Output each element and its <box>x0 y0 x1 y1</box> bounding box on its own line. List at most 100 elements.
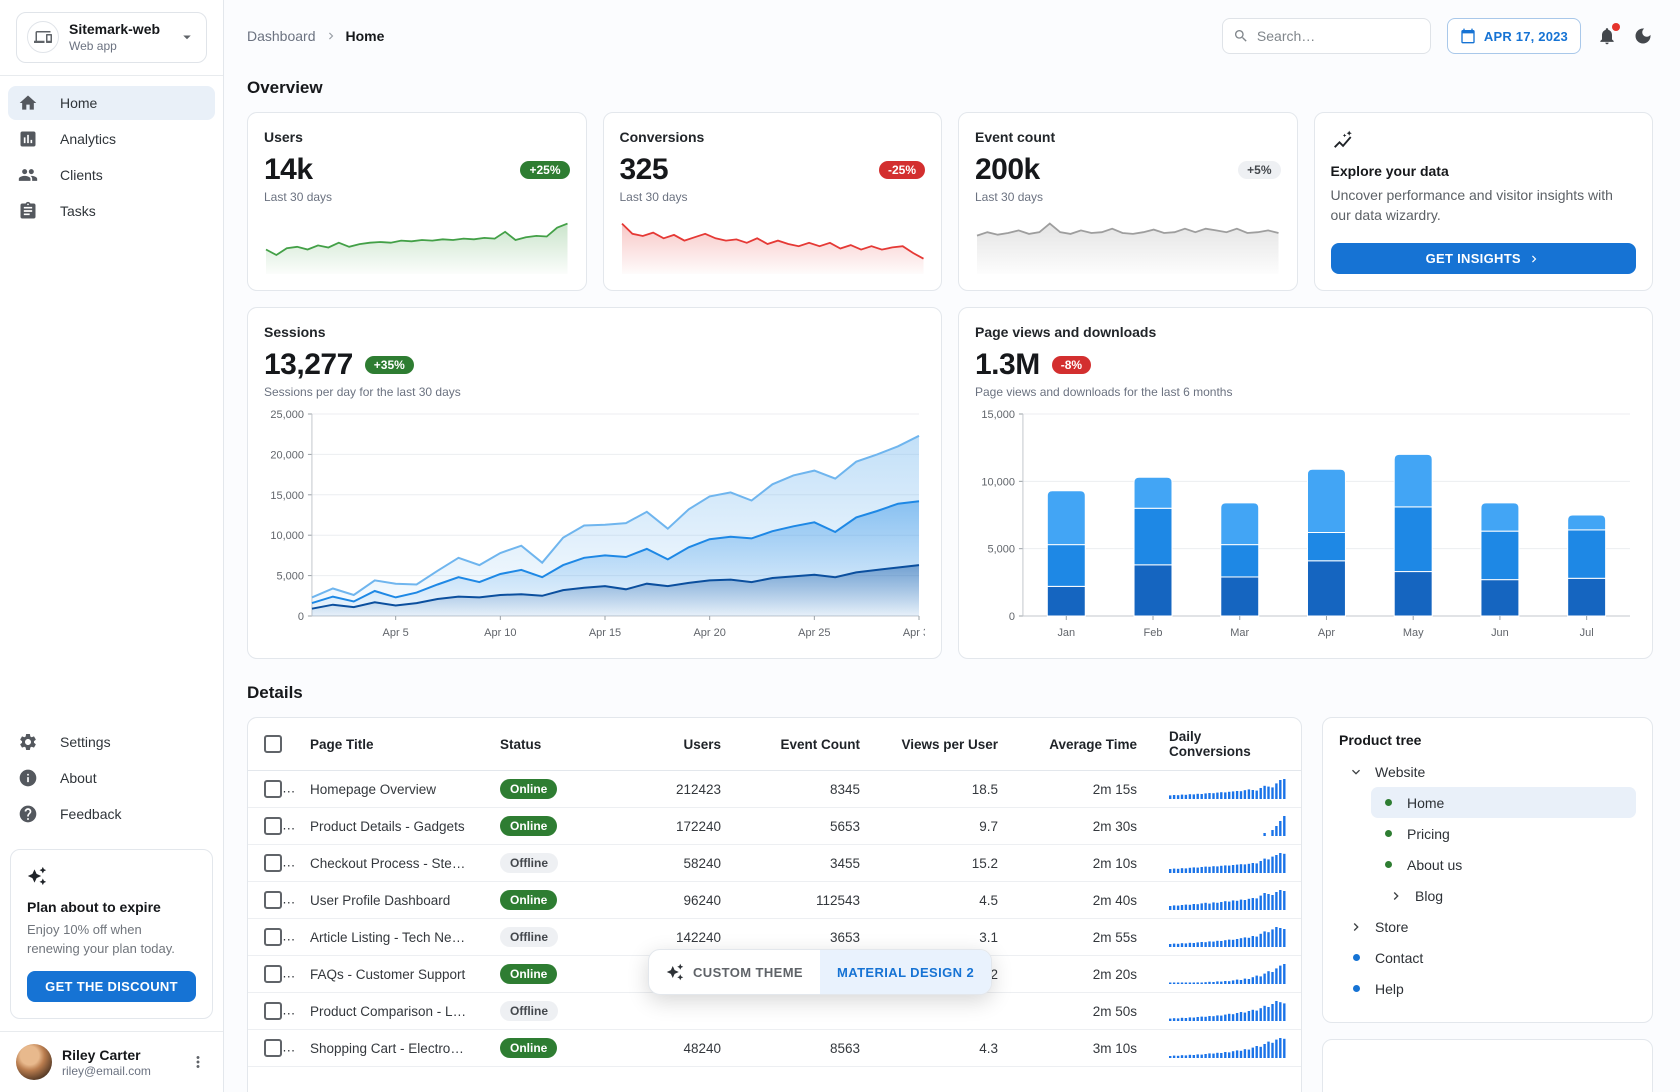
tree-item-help[interactable]: Help <box>1339 973 1636 1004</box>
svg-text:0: 0 <box>1009 611 1015 623</box>
cell-average-time: 2m 30s <box>1014 807 1153 845</box>
column-header-average-time[interactable]: Average Time <box>1014 718 1153 771</box>
cell-page-title: Product Details - Gadgets <box>294 807 484 845</box>
tree-item-label: Contact <box>1375 949 1424 966</box>
svg-text:Apr 5: Apr 5 <box>383 627 409 639</box>
status-badge: Offline <box>484 844 628 882</box>
tree-item-blog[interactable]: Blog <box>1379 880 1636 911</box>
sessions-badge: +35% <box>364 356 414 374</box>
stat-title: Users <box>264 129 303 145</box>
tree-item-website[interactable]: Website <box>1339 756 1636 787</box>
sidebar-item-label: About <box>60 770 97 787</box>
cell-page-title: Homepage Overview <box>294 770 484 808</box>
pageviews-caption: Page views and downloads for the last 6 … <box>975 385 1233 399</box>
pageviews-title: Page views and downloads <box>975 324 1157 340</box>
breadcrumb: Dashboard Home <box>247 28 384 44</box>
tree-item-label: Pricing <box>1407 825 1450 842</box>
info-icon <box>18 768 38 788</box>
search-input[interactable] <box>1256 28 1420 44</box>
row-checkbox[interactable] <box>264 928 282 946</box>
tree-item-store[interactable]: Store <box>1339 911 1636 942</box>
column-header-daily-conversions[interactable]: Daily Conversions <box>1153 718 1301 771</box>
cell-average-time: 3m 10s <box>1014 1029 1153 1067</box>
sidebar-item-label: Analytics <box>60 130 117 147</box>
material-design-2-button[interactable]: MATERIAL DESIGN 2 <box>820 950 992 994</box>
stat-badge: -25% <box>878 161 925 179</box>
select-all-checkbox[interactable] <box>264 735 282 753</box>
cell-views-per-user: 4.3 <box>876 1029 1014 1067</box>
overview-heading: Overview <box>247 78 323 97</box>
get-discount-button[interactable]: GET THE DISCOUNT <box>27 971 196 1002</box>
stats-row: Users 14k +25% Last 30 days Conversions 325 -… <box>247 112 1653 291</box>
sparkle-icon <box>666 963 684 981</box>
details-table: Page Title Status Users Event Count Views pe… <box>248 718 1301 1067</box>
user-profile: Riley Carter riley@email.com <box>0 1031 223 1092</box>
more-vert-icon[interactable] <box>189 1053 207 1071</box>
insights-icon <box>1331 129 1637 153</box>
dark-mode-toggle[interactable] <box>1633 26 1653 46</box>
sidebar-item-feedback[interactable]: Feedback <box>8 797 215 831</box>
bullet-icon <box>1347 985 1365 992</box>
column-header-users[interactable]: Users <box>628 718 737 771</box>
tree-item-pricing[interactable]: Pricing <box>1371 818 1636 849</box>
cell-page-title: Article Listing - Tech News <box>294 918 484 956</box>
cell-users <box>628 992 737 1030</box>
breadcrumb-root[interactable]: Dashboard <box>247 28 316 44</box>
settings-icon <box>18 732 38 752</box>
cell-views-per-user: 4.5 <box>876 881 1014 919</box>
row-checkbox[interactable] <box>264 1002 282 1020</box>
tree-item-label: Help <box>1375 980 1404 997</box>
cell-event-count: 3455 <box>737 844 876 882</box>
sessions-caption: Sessions per day for the last 30 days <box>264 385 461 399</box>
stat-title: Conversions <box>619 129 705 145</box>
cell-event-count: 8563 <box>737 1029 876 1067</box>
tree-item-contact[interactable]: Contact <box>1339 942 1636 973</box>
date-picker-button[interactable]: APR 17, 2023 <box>1446 18 1581 54</box>
column-header-page-title[interactable]: Page Title <box>294 718 484 771</box>
svg-text:Apr 25: Apr 25 <box>798 627 830 639</box>
help-icon <box>18 804 38 824</box>
row-checkbox[interactable] <box>264 1039 282 1057</box>
row-checkbox[interactable] <box>264 780 282 798</box>
sidebar-item-about[interactable]: About <box>8 761 215 795</box>
sidebar-item-clients[interactable]: Clients <box>8 158 215 192</box>
notifications-button[interactable] <box>1597 23 1620 46</box>
cell-event-count: 112543 <box>737 881 876 919</box>
row-checkbox[interactable] <box>264 891 282 909</box>
avatar <box>16 1044 52 1080</box>
column-header-views-per-user[interactable]: Views per User <box>876 718 1014 771</box>
column-header-event-count[interactable]: Event Count <box>737 718 876 771</box>
row-checkbox[interactable] <box>264 854 282 872</box>
column-header-status[interactable]: Status <box>484 718 628 771</box>
sidebar-item-home[interactable]: Home <box>8 85 215 120</box>
sidebar-item-label: Settings <box>60 734 111 751</box>
svg-text:5,000: 5,000 <box>987 544 1014 556</box>
svg-text:10,000: 10,000 <box>270 530 304 542</box>
stat-value: 14k <box>264 153 313 186</box>
row-checkbox[interactable] <box>264 817 282 835</box>
workspace-selector[interactable]: Sitemark-web Web app <box>16 12 207 63</box>
bullet-icon <box>1379 861 1397 868</box>
sidebar-item-analytics[interactable]: Analytics <box>8 122 215 156</box>
row-checkbox[interactable] <box>264 965 282 983</box>
chevron-right-icon <box>1347 919 1365 935</box>
chevron-right-icon <box>1387 888 1405 904</box>
table-row: Homepage Overview Online 212423 8345 18.5 2m … <box>248 770 1301 808</box>
tree-item-about-us[interactable]: About us <box>1371 849 1636 880</box>
sidebar-item-settings[interactable]: Settings <box>8 725 215 759</box>
pageviews-badge: -8% <box>1051 356 1092 374</box>
calendar-icon <box>1461 28 1475 44</box>
sidebar-footer-nav: Settings About Feedback <box>0 715 223 837</box>
main-content: Dashboard Home APR 17, 2023 <box>224 0 1680 1092</box>
get-insights-button[interactable]: GET INSIGHTS <box>1330 243 1636 274</box>
status-badge: Offline <box>484 992 628 1030</box>
search-box <box>1221 18 1431 54</box>
product-tree-title: Product tree <box>1339 732 1422 748</box>
explore-card: Explore your data Uncover performance an… <box>1313 112 1653 291</box>
tasks-icon <box>18 201 38 221</box>
svg-text:Apr 15: Apr 15 <box>589 627 621 639</box>
sidebar-item-tasks[interactable]: Tasks <box>8 194 215 228</box>
tree-item-home[interactable]: Home <box>1371 787 1636 818</box>
custom-theme-button[interactable]: CUSTOM THEME <box>649 950 820 994</box>
svg-text:Apr: Apr <box>1318 627 1335 639</box>
